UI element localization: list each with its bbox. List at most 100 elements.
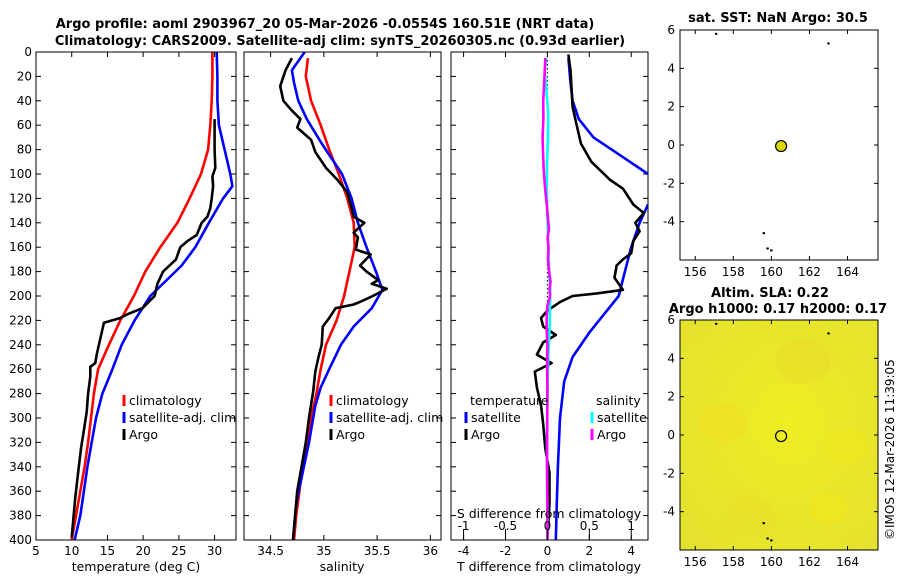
x-tick-label: 30 (207, 544, 222, 558)
sla-map-panel: 156 158 160 162 164 -4 -2 0 2 4 6 (663, 313, 879, 569)
x-axis-label: temperature (deg C) (72, 559, 201, 574)
y-tick-label: 0 (667, 138, 675, 152)
sst-map-panel: 156 158 160 162 164 -4 -2 0 2 4 6 (663, 23, 879, 279)
s-tick-label: -0.5 (494, 519, 517, 533)
y-tick-label: 40 (17, 94, 32, 108)
s-tick-label: 1 (627, 519, 635, 533)
y-tick-label: 160 (9, 240, 32, 254)
y-tick-label: 2 (667, 100, 675, 114)
y-tick-label: 300 (9, 411, 32, 425)
y-tick-label: 4 (667, 61, 675, 75)
y-tick-label: 240 (9, 338, 32, 352)
x-tick-label: 160 (760, 265, 783, 279)
sla-anomaly-patch (685, 340, 722, 369)
x-tick-label: -2 (500, 544, 512, 558)
x-tick-label: 164 (836, 265, 859, 279)
legend-group-temperature: temperature (470, 393, 549, 408)
island-marker (762, 232, 765, 235)
figure-title-line2: Climatology: CARS2009. Satellite-adj cli… (55, 34, 625, 49)
y-tick-label: 380 (9, 509, 32, 523)
island-marker (766, 247, 769, 250)
sla-anomaly-patch (723, 494, 776, 537)
island-marker (770, 539, 773, 542)
salinity-panel: 34.5 35 35.5 36 climatology satellite-adj. cl… (243, 51, 443, 574)
argo-position-marker (774, 429, 788, 443)
s-tick-label: 0 (544, 519, 552, 533)
x-tick-label: 4 (627, 544, 635, 558)
series-line-satellite-adj-clim (73, 52, 234, 540)
x-tick-label: 164 (836, 555, 859, 569)
y-tick-label: 0 (667, 428, 675, 442)
map-frame (679, 319, 879, 551)
series-line-climatology (70, 52, 214, 540)
sla-map-title-line2: Argo h1000: 0.17 h2000: 0.17 (669, 302, 887, 317)
island-marker (766, 537, 769, 540)
y-tick-label: 360 (9, 484, 32, 498)
island-marker (827, 332, 830, 335)
s-axis-label: S difference from climatology (457, 506, 642, 521)
plot-frame (243, 51, 442, 541)
legend-label-argo: Argo (129, 427, 158, 442)
legend-label-climatology: climatology (336, 393, 409, 408)
y-tick-label: 20 (17, 69, 32, 83)
x-tick-label: 156 (684, 265, 707, 279)
series-line-t-argo (533, 54, 646, 538)
y-tick-label: 120 (9, 191, 32, 205)
plot-area (244, 52, 441, 540)
x-tick-label: 162 (798, 555, 821, 569)
y-tick-label: 6 (667, 313, 675, 327)
map-frame (679, 29, 879, 261)
x-tick-label: 35.5 (364, 544, 391, 558)
x-tick-label: 2 (585, 544, 593, 558)
y-tick-label: 320 (9, 435, 32, 449)
island-marker (714, 322, 718, 325)
y-tick-label: 220 (9, 313, 32, 327)
y-tick-label: -4 (663, 505, 675, 519)
plot-area (36, 52, 236, 540)
island-marker (714, 32, 718, 35)
plot-frame (450, 51, 649, 541)
legend-label-t-argo: Argo (471, 427, 500, 442)
imos-watermark: ©IMOS 12-Mar-2026 11:39:05 (883, 359, 897, 540)
y-tick-label: 260 (9, 362, 32, 376)
legend-group-salinity: salinity (596, 393, 641, 408)
s-tick-label: -1 (458, 519, 470, 533)
y-tick-label: 2 (667, 390, 675, 404)
sla-map-title-line1: Altim. SLA: 0.22 (711, 286, 829, 301)
y-tick-label: -2 (663, 176, 675, 190)
sla-anomaly-patch (699, 404, 748, 443)
x-tick-label: 160 (760, 555, 783, 569)
y-tick-label: 400 (9, 533, 32, 547)
legend-label-argo: Argo (336, 427, 365, 442)
sst-map-title: sat. SST: NaN Argo: 30.5 (688, 11, 868, 26)
sla-anomaly-patch (826, 428, 871, 465)
y-tick-label: 140 (9, 216, 32, 230)
difference-panel: -4 -2 0 2 4 -1 -0.5 0 0.5 1S difference from clim… (450, 51, 649, 574)
series-line-s-argo (541, 58, 552, 540)
x-tick-label: 15 (100, 544, 115, 558)
y-tick-label: 100 (9, 167, 32, 181)
y-tick-label: 280 (9, 387, 32, 401)
x-tick-label: 10 (64, 544, 79, 558)
x-tick-label: 162 (798, 265, 821, 279)
legend-label-s-argo: Argo (597, 427, 626, 442)
x-tick-label: 156 (684, 555, 707, 569)
series-line-argo (70, 119, 217, 538)
y-tick-label: 80 (17, 143, 32, 157)
island-marker (827, 42, 830, 45)
y-tick-label: 4 (667, 351, 675, 365)
legend-label-t-satellite: satellite (471, 410, 521, 425)
s-tick-label: 0.5 (580, 519, 599, 533)
argo-position-marker (774, 139, 788, 153)
x-tick-label: 34.5 (257, 544, 284, 558)
x-tick-label: 158 (722, 265, 745, 279)
x-tick-label: 0 (544, 544, 552, 558)
y-tick-label: -4 (663, 215, 675, 229)
y-tick-label: 6 (667, 23, 675, 37)
x-tick-label: 158 (722, 555, 745, 569)
y-tick-label: 340 (9, 460, 32, 474)
figure-title-line1: Argo profile: aoml 2903967_20 05-Mar-202… (56, 17, 595, 32)
y-tick-label: 200 (9, 289, 32, 303)
sla-anomaly-patch (774, 339, 831, 384)
